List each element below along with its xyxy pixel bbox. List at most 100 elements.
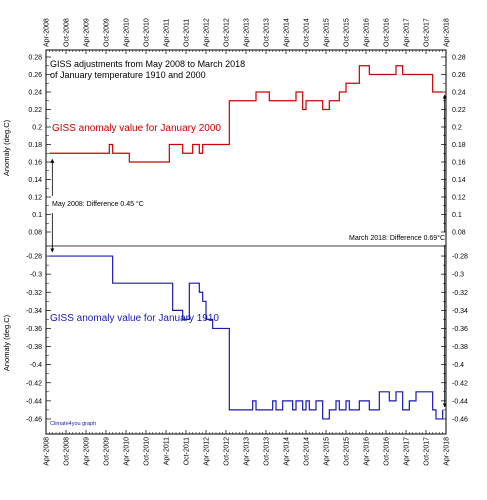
x-tick-label-top: Apr-2010 [124,18,131,47]
y-tick-label-right: -0.4 [452,362,464,369]
x-tick-label-top: Oct-2015 [344,18,351,47]
x-tick-label-top: Oct-2016 [384,18,391,47]
x-tick-label-top: Apr-2011 [164,19,171,47]
y-tick-label-right: 0.26 [452,72,466,79]
x-tick-label-bottom: Apr-2013 [244,437,251,466]
y-tick-label-right: 0.22 [452,107,466,114]
credit-text: Climate4you graph [50,421,96,427]
y-tick-label-right: 0.18 [452,142,466,149]
x-tick-label-bottom: Apr-2014 [284,437,291,466]
x-tick-label-top: Apr-2009 [84,18,91,47]
y-tick-label-left: -0.46 [26,416,42,423]
x-tick-label-top: Apr-2014 [284,18,291,47]
y-tick-label-right: 0.16 [452,160,466,167]
y-tick-label-left: 0.08 [28,230,42,237]
y-tick-label-left: 0.2 [32,125,42,132]
x-tick-label-top: Oct-2012 [224,18,231,47]
y-tick-label-right: 0.28 [452,55,466,62]
x-tick-label-top: Apr-2015 [324,18,331,47]
y-tick-label-left: -0.42 [26,380,42,387]
y-tick-label-left: -0.4 [30,362,42,369]
x-tick-label-bottom: Oct-2010 [144,437,151,466]
x-tick-label-top: Oct-2013 [264,18,271,47]
y-tick-label-left: 0.16 [28,160,42,167]
y-tick-label-right: -0.42 [452,380,468,387]
y-tick-label-left: 0.28 [28,55,42,62]
x-tick-label-bottom: Oct-2011 [184,437,191,465]
y-tick-label-left: -0.38 [26,344,42,351]
x-tick-label-bottom: Apr-2009 [84,437,91,466]
chart-title-line-1: GISS adjustments from May 2008 to March … [50,59,245,69]
y-tick-label-left: 0.1 [32,212,42,219]
y-tick-label-right: -0.46 [452,416,468,423]
y-tick-label-left: -0.36 [26,326,42,333]
x-tick-label-bottom: Oct-2009 [104,437,111,466]
x-tick-label-bottom: Apr-2016 [364,437,371,466]
x-tick-label-top: Apr-2018 [444,18,451,47]
y-tick-label-left: -0.32 [26,290,42,297]
y-tick-label-right: -0.28 [452,254,468,261]
y-tick-label-right: -0.3 [452,272,464,279]
y-tick-label-left: -0.44 [26,398,42,405]
y-tick-label-left: 0.18 [28,142,42,149]
chart-title-line-2: of January temperature 1910 and 2000 [50,70,206,80]
y-tick-label-left: -0.28 [26,254,42,261]
x-tick-label-bottom: Oct-2013 [264,437,271,466]
x-tick-label-top: Apr-2016 [364,18,371,47]
annotation-may-2008: May 2008: Difference 0.45 °C [52,200,144,208]
x-tick-label-top: Oct-2009 [104,18,111,47]
x-tick-label-top: Oct-2014 [304,18,311,47]
x-tick-label-bottom: Oct-2008 [64,437,71,466]
y-tick-label-right: -0.32 [452,290,468,297]
series-lines [49,65,444,420]
y-tick-label-right: 0.2 [452,125,462,132]
x-tick-label-bottom: Apr-2010 [124,437,131,466]
x-tick-label-bottom: Oct-2012 [224,437,231,466]
x-tick-label-top: Oct-2008 [64,18,71,47]
x-tick-label-bottom: Apr-2015 [324,437,331,466]
y-tick-label-right: -0.36 [452,326,468,333]
y-tick-label-left: 0.14 [28,177,42,184]
y-tick-label-left: -0.3 [30,272,42,279]
x-tick-label-top: Apr-2013 [244,18,251,47]
annotations [50,94,447,408]
x-tick-label-bottom: Apr-2012 [204,437,211,466]
y-tick-label-left: 0.24 [28,90,42,97]
y-tick-label-right: 0.14 [452,177,466,184]
x-axis-ticks: Apr-2008 Apr-2008 Oct-2008 Oct-2008 Apr-2009… [44,18,451,466]
x-tick-label-bottom: Apr-2011 [164,437,171,465]
x-tick-label-bottom: Apr-2017 [404,437,411,466]
x-tick-label-bottom: Oct-2016 [384,437,391,466]
x-tick-label-bottom: Apr-2008 [44,437,51,466]
x-tick-label-top: Apr-2008 [44,18,51,47]
y-tick-label-left: 0.12 [28,195,42,202]
x-tick-label-top: Oct-2010 [144,18,151,47]
x-tick-label-bottom: Apr-2018 [444,437,451,466]
y-tick-label-right: 0.24 [452,90,466,97]
x-tick-label-top: Apr-2017 [404,18,411,47]
y-tick-label-right: 0.12 [452,195,466,202]
y-axis-title-upper: Anomaly (deg.C) [2,119,11,176]
y-tick-label-right: -0.44 [452,398,468,405]
y-tick-label-left: 0.22 [28,107,42,114]
series-label-2000: GISS anomaly value for January 2000 [52,123,221,134]
x-tick-label-top: Oct-2011 [184,19,191,47]
y-tick-label-left: 0.26 [28,72,42,79]
y-tick-label-right: 0.1 [452,212,462,219]
y-tick-label-right: -0.34 [452,308,468,315]
series-label-1910: GISS anomaly value for January 1910 [50,313,219,324]
y-axis-ticks: 0.08 0.08 0.1 0.1 0.12 0.12 0.14 0.14 0.16 0.16 0.… [26,55,468,424]
x-tick-label-bottom: Oct-2014 [304,437,311,466]
x-tick-label-bottom: Oct-2017 [424,437,431,466]
series-line-january-2000 [49,65,443,163]
y-tick-label-left: -0.34 [26,308,42,315]
annotation-march-2018: March 2018: Difference 0.69°C [349,234,445,242]
x-tick-label-bottom: Oct-2015 [344,437,351,466]
y-axis-title-lower: Anomaly (deg.C) [2,314,11,371]
x-tick-label-top: Apr-2012 [204,18,211,47]
y-tick-label-right: 0.08 [452,230,466,237]
y-tick-label-right: -0.38 [452,344,468,351]
series-line-january-1910 [49,255,444,420]
